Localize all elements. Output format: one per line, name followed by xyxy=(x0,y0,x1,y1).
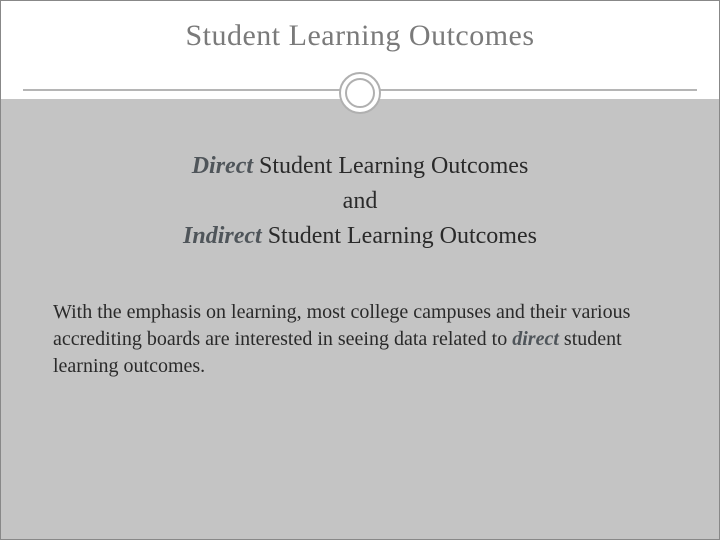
subtitle-line-2: and xyxy=(1,184,719,219)
subtitle-line-3-rest: Student Learning Outcomes xyxy=(262,223,537,249)
subtitle-line-1: Direct Student Learning Outcomes xyxy=(1,149,719,184)
body-area: Direct Student Learning Outcomes and Ind… xyxy=(1,99,719,539)
body-paragraph: With the emphasis on learning, most coll… xyxy=(53,299,667,380)
subtitle-line-3: Indirect Student Learning Outcomes xyxy=(1,219,719,254)
subtitle-direct-emph: Direct xyxy=(192,153,253,179)
subtitle-block: Direct Student Learning Outcomes and Ind… xyxy=(1,149,719,253)
ring-ornament-icon xyxy=(338,71,382,115)
paragraph-direct-emph: direct xyxy=(512,328,559,350)
slide-title: Student Learning Outcomes xyxy=(1,19,719,53)
subtitle-indirect-emph: Indirect xyxy=(183,223,262,249)
slide: Student Learning Outcomes Direct Student… xyxy=(0,0,720,540)
subtitle-line-1-rest: Student Learning Outcomes xyxy=(253,153,528,179)
